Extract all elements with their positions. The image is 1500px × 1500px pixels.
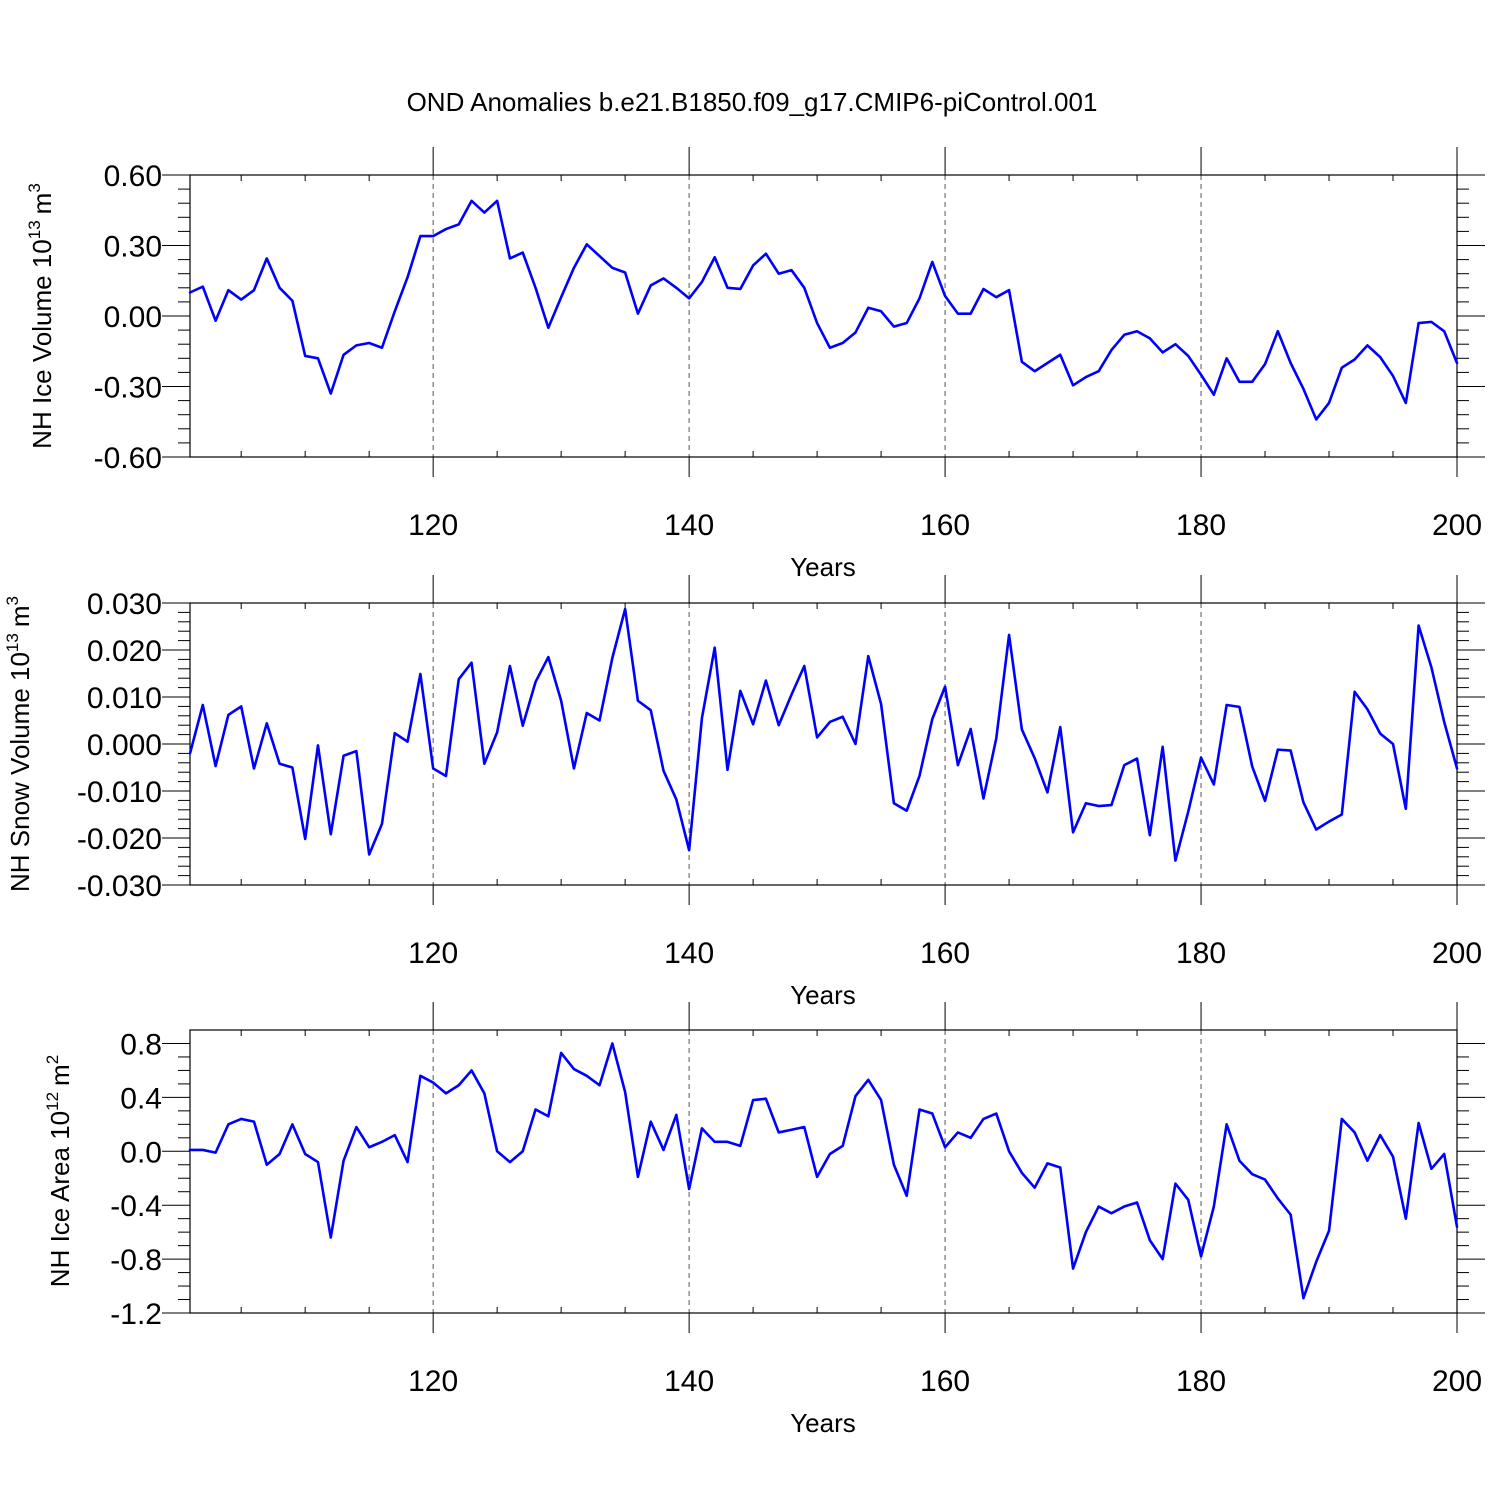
- x-axis-title: Years: [790, 980, 856, 1010]
- y-tick-label--0.030: -0.030: [77, 870, 162, 903]
- y-tick-label--0.020: -0.020: [77, 823, 162, 856]
- x-tick-label-180: 180: [1176, 937, 1226, 970]
- y-tick-label--0.4: -0.4: [110, 1190, 162, 1223]
- x-tick-label-180: 180: [1176, 1365, 1226, 1398]
- plot-frame: [189, 602, 1458, 886]
- x-tick-label-200: 200: [1432, 937, 1482, 970]
- y-tick-label-0.010: 0.010: [87, 682, 162, 715]
- series-line: [188, 1042, 1459, 1300]
- x-tick-label-120: 120: [408, 509, 458, 542]
- x-tick-label-160: 160: [920, 1365, 970, 1398]
- y-tick-label--0.8: -0.8: [110, 1244, 162, 1277]
- y-tick-label-0.60: 0.60: [104, 160, 162, 193]
- series-line: [188, 199, 1459, 421]
- x-axis-title: Years: [790, 1408, 856, 1438]
- x-tick-label-160: 160: [920, 937, 970, 970]
- y-axis-title-unit-exp: 2: [43, 1055, 62, 1064]
- y-tick-label-0.00: 0.00: [104, 301, 162, 334]
- figure-title: OND Anomalies b.e21.B1850.f09_g17.CMIP6-…: [407, 87, 1098, 117]
- plot-frame: [189, 174, 1458, 458]
- y-tick-label--0.010: -0.010: [77, 776, 162, 809]
- x-tick-label-160: 160: [920, 509, 970, 542]
- y-axis-title: NH Snow Volume 1013 m3: [3, 596, 35, 892]
- y-axis-title-exp: 13: [25, 220, 44, 239]
- y-axis-title: NH Ice Area 1012 m2: [43, 1055, 75, 1287]
- y-axis-title-unit: m: [5, 605, 35, 627]
- y-tick-label-0.4: 0.4: [120, 1082, 162, 1115]
- x-tick-label-140: 140: [664, 937, 714, 970]
- x-tick-label-140: 140: [664, 509, 714, 542]
- y-axis-title-unit: m: [45, 1064, 75, 1086]
- x-axis-title: Years: [790, 552, 856, 582]
- y-axis-title-exp: 13: [3, 633, 22, 652]
- y-axis-title-unit-exp: 3: [3, 596, 22, 605]
- y-tick-label--0.30: -0.30: [94, 372, 162, 405]
- y-tick-label--1.2: -1.2: [110, 1298, 162, 1331]
- y-tick-label-0.030: 0.030: [87, 588, 162, 621]
- x-tick-label-200: 200: [1432, 509, 1482, 542]
- panel-1: 120 140 160 180 200 -0.60 -0.30 0.00 0.30 0.60 Yea…: [25, 147, 1485, 582]
- panel-2: 120 140 160 180 200 -0.030 -0.020 -0.010 0.000 0.…: [3, 575, 1485, 1010]
- y-axis-title-exp: 12: [43, 1092, 62, 1111]
- x-tick-label-180: 180: [1176, 509, 1226, 542]
- y-tick-label--0.60: -0.60: [94, 442, 162, 475]
- y-axis-title-main: NH Ice Area 10: [45, 1111, 75, 1287]
- y-axis-title-main: NH Ice Volume 10: [27, 239, 57, 449]
- x-tick-label-140: 140: [664, 1365, 714, 1398]
- x-tick-label-120: 120: [408, 1365, 458, 1398]
- y-tick-label-0.30: 0.30: [104, 231, 162, 264]
- plot-frame: [189, 1029, 1458, 1314]
- panel-3: 120 140 160 180 200 -1.2 -0.8 -0.4 0.0 0.4 0.8 Year…: [43, 1002, 1485, 1438]
- y-tick-label-0.000: 0.000: [87, 729, 162, 762]
- y-tick-label-0.8: 0.8: [120, 1028, 162, 1061]
- x-tick-label-120: 120: [408, 937, 458, 970]
- y-axis-title-unit: m: [27, 193, 57, 215]
- y-tick-label-0.0: 0.0: [120, 1136, 162, 1169]
- y-axis-title-main: NH Snow Volume 10: [5, 652, 35, 892]
- y-axis-title: NH Ice Volume 1013 m3: [25, 183, 57, 449]
- y-tick-label-0.020: 0.020: [87, 635, 162, 668]
- y-axis-title-unit-exp: 3: [25, 183, 44, 192]
- x-tick-label-200: 200: [1432, 1365, 1482, 1398]
- series-line: [188, 607, 1459, 862]
